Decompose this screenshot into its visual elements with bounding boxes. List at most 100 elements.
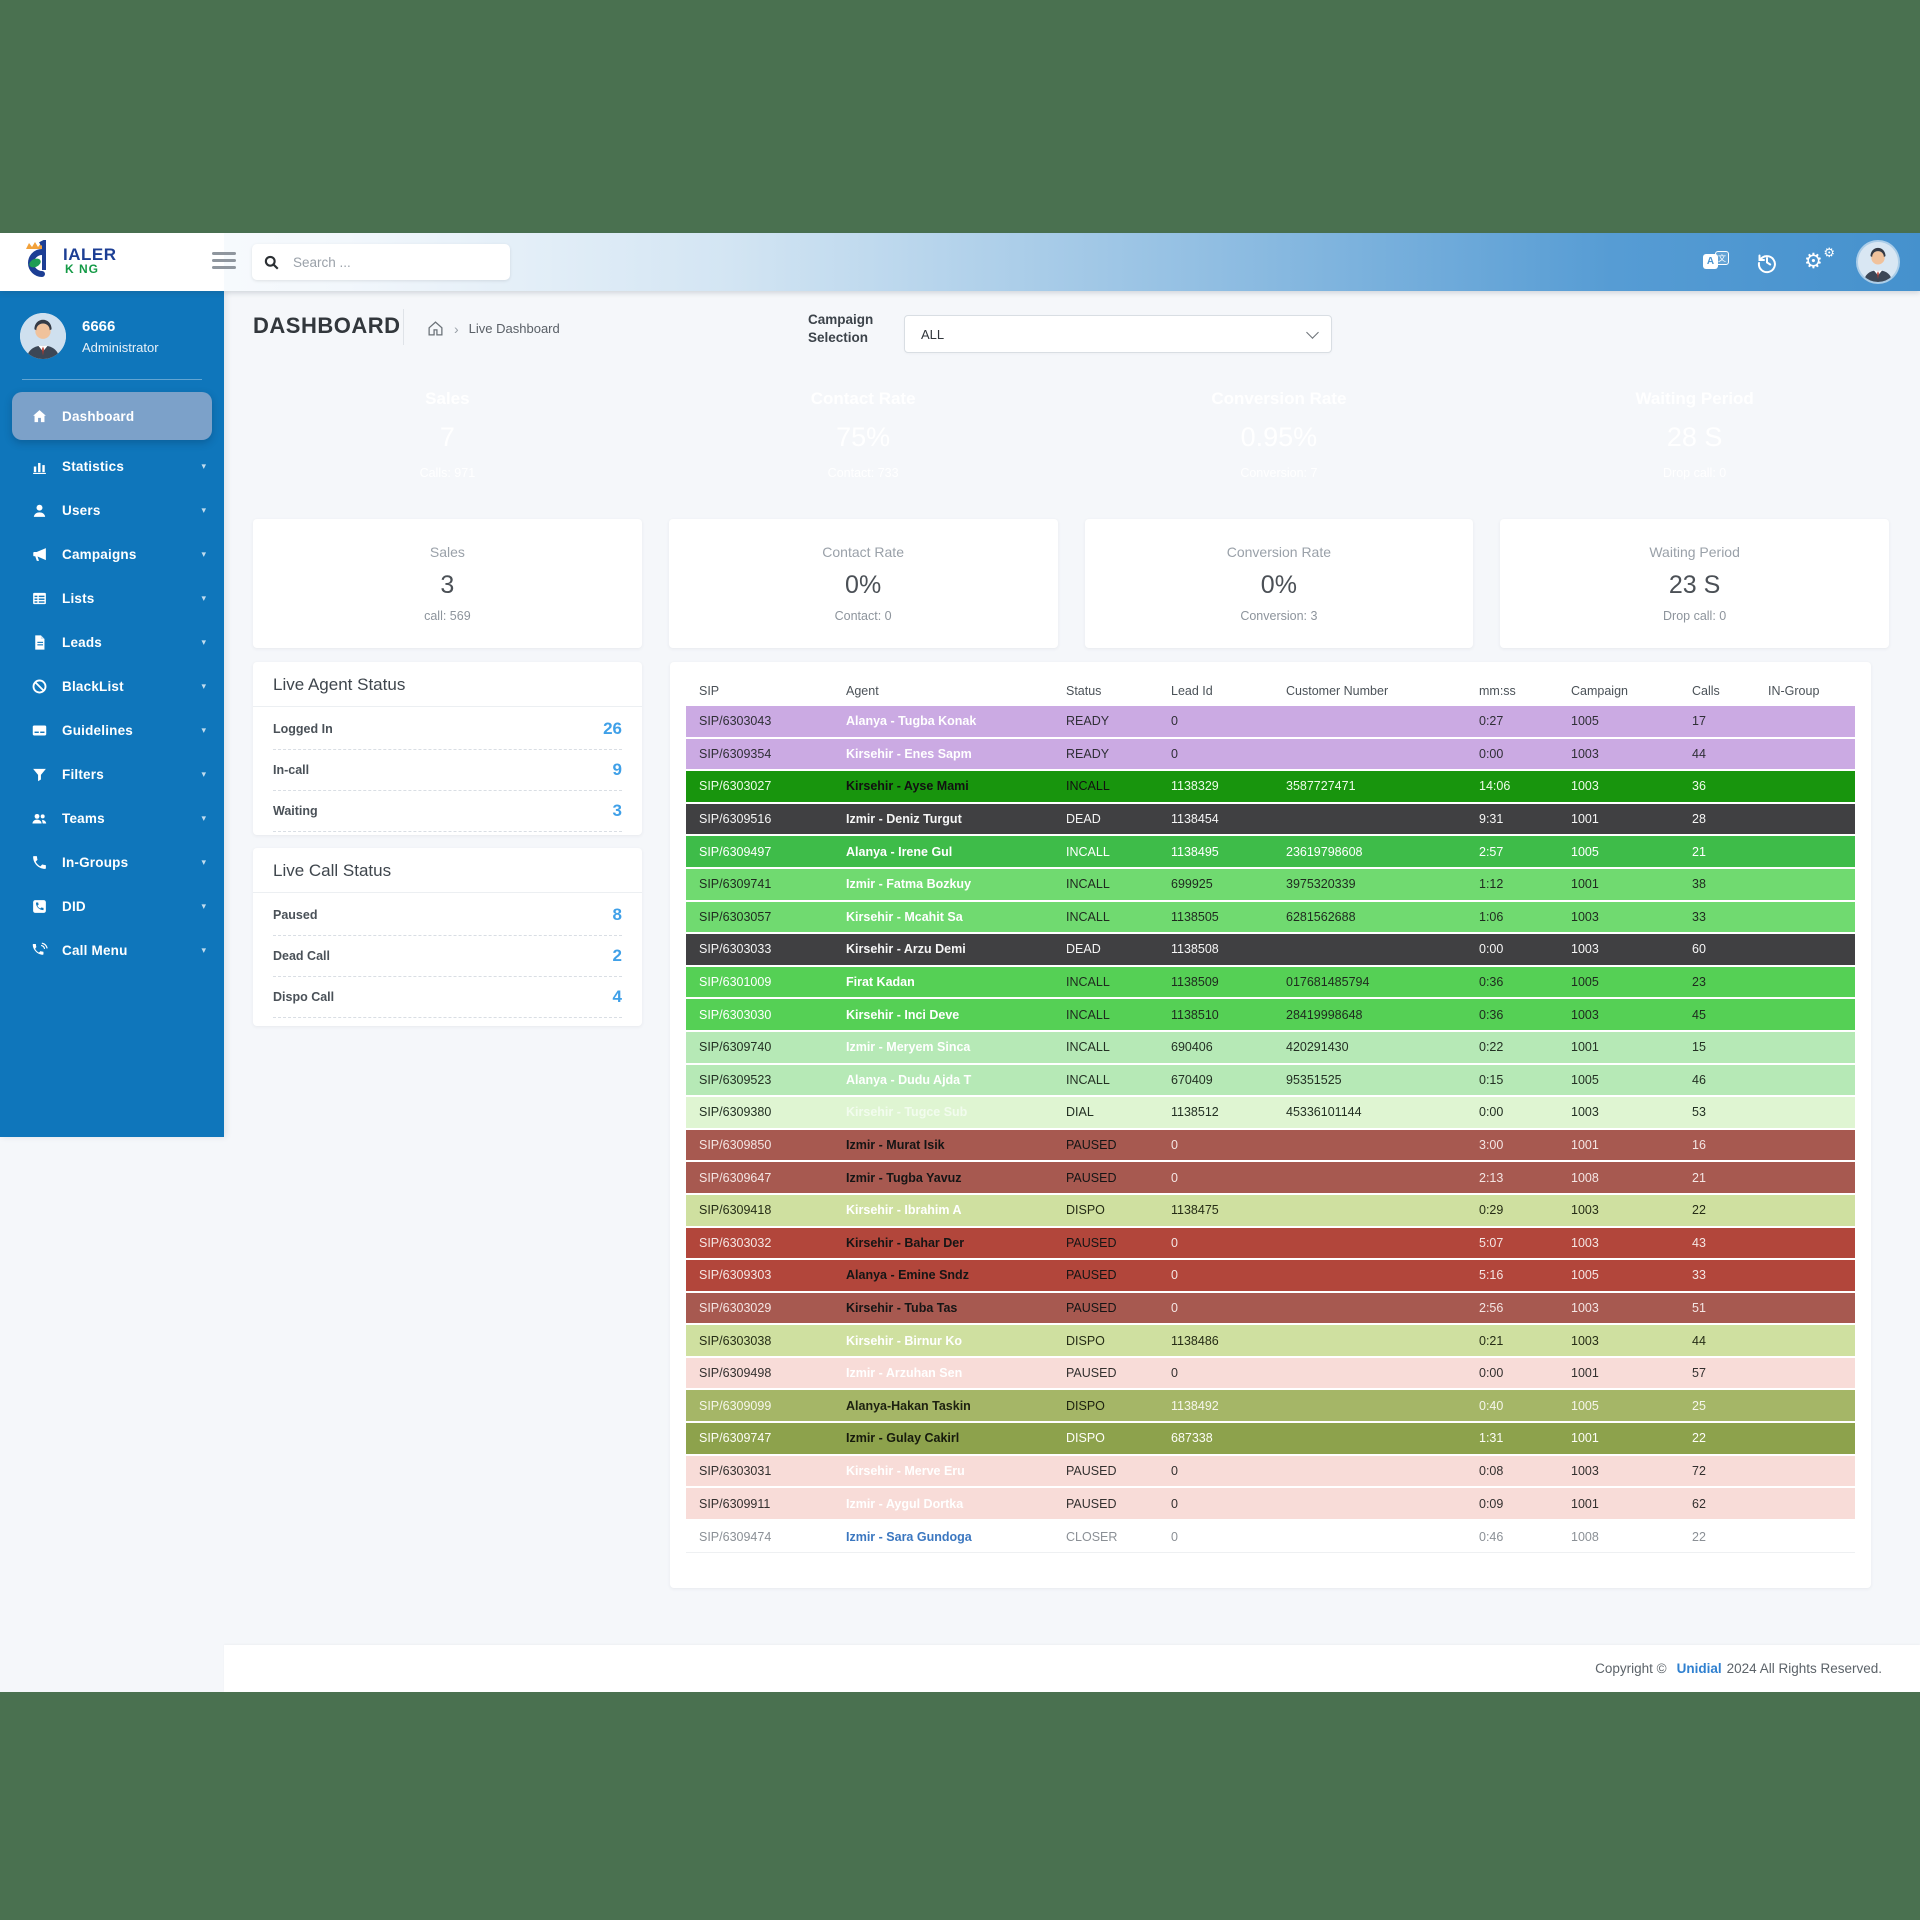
summary-cards-row: Sales 3 call: 569 Contact Rate 0% Contac… <box>253 519 1889 648</box>
sidebar-item-did[interactable]: DID ▾ <box>0 884 224 928</box>
cell-lead-id: 0 <box>1171 1235 1178 1250</box>
settings-gears-icon[interactable]: ⚙ ⚙ <box>1804 245 1835 273</box>
cell-sip: SIP/6309740 <box>699 1040 772 1055</box>
logo[interactable]: IALER K NG <box>0 233 224 291</box>
cell-lead-id: 1138475 <box>1171 1203 1219 1218</box>
cell-campaign: 1001 <box>1571 1496 1599 1511</box>
breadcrumb-current[interactable]: Live Dashboard <box>468 321 560 336</box>
logo-text-king: K NG <box>65 262 99 276</box>
sidebar-item-filters[interactable]: Filters ▾ <box>0 752 224 796</box>
cell-agent: Izmir - Deniz Turgut <box>846 812 962 827</box>
cell-calls: 62 <box>1692 1496 1706 1511</box>
sidebar-item-label: Statistics <box>62 458 125 474</box>
cell-calls: 21 <box>1692 844 1706 859</box>
cell-lead-id: 0 <box>1171 1463 1178 1478</box>
cell-agent[interactable]: Izmir - Sara Gundoga <box>846 1529 972 1544</box>
search-input[interactable] <box>293 254 498 270</box>
cell-agent: Izmir - Meryem Sinca <box>846 1040 971 1055</box>
footer-rights: 2024 All Rights Reserved. <box>1726 1661 1882 1676</box>
cell-agent: Firat Kadan <box>846 975 915 990</box>
phone-square-icon <box>30 897 48 915</box>
topbar: IALER K NG 文 A <box>0 233 1920 291</box>
sidebar-item-users[interactable]: Users ▾ <box>0 488 224 532</box>
cell-agent: Alanya - Tugba Konak <box>846 714 977 729</box>
agent-status-row: Logged In 26 <box>273 709 622 750</box>
cell-sip: SIP/6309497 <box>699 844 772 859</box>
cell-calls: 44 <box>1692 746 1706 761</box>
cell-status: DISPO <box>1066 1398 1105 1413</box>
cell-campaign: 1001 <box>1571 1431 1599 1446</box>
cell-mmss: 0:00 <box>1479 1105 1504 1120</box>
chevron-down-icon: ▾ <box>201 636 206 647</box>
cell-lead-id: 0 <box>1171 714 1178 729</box>
cell-mmss: 14:06 <box>1479 779 1511 794</box>
sidebar-item-guidelines[interactable]: Guidelines ▾ <box>0 708 224 752</box>
table-row: SIP/6309099 Alanya-Hakan Taskin DISPO 11384… <box>686 1390 1855 1424</box>
history-icon[interactable] <box>1754 249 1780 275</box>
table-row: SIP/6303057 Kirsehir - Mcahit Sa INCALL 113… <box>686 901 1855 935</box>
live-agent-status-panel: Live Agent Status Logged In 26 In-call 9… <box>253 662 642 835</box>
cell-mmss: 5:16 <box>1479 1268 1504 1283</box>
cell-calls: 25 <box>1692 1398 1706 1413</box>
app-window: IALER K NG 文 A <box>0 233 1920 1692</box>
sidebar-item-label: Users <box>62 502 101 518</box>
sidebar-item-teams[interactable]: Teams ▾ <box>0 796 224 840</box>
cell-campaign: 1003 <box>1571 1105 1599 1120</box>
chevron-down-icon: ▾ <box>201 768 206 779</box>
table-row: SIP/6309418 Kirsehir - Ibrahim A DISPO 1138… <box>686 1194 1855 1228</box>
cell-lead-id: 1138492 <box>1171 1398 1219 1413</box>
cell-campaign: 1005 <box>1571 1268 1599 1283</box>
sidebar-item-blacklist[interactable]: BlackList ▾ <box>0 664 224 708</box>
cell-campaign: 1001 <box>1571 812 1599 827</box>
cell-agent: Alanya - Dudu Ajda T <box>846 1072 972 1087</box>
cell-status: PAUSED <box>1066 1300 1117 1315</box>
cell-customer-number: 017681485794 <box>1286 975 1370 990</box>
campaign-select[interactable]: ALL <box>904 315 1332 353</box>
cell-lead-id: 0 <box>1171 1170 1178 1185</box>
chevron-down-icon: ▾ <box>201 812 206 823</box>
cell-sip: SIP/6309380 <box>699 1105 772 1120</box>
cell-status: INCALL <box>1066 1040 1110 1055</box>
panel-title: Live Call Status <box>253 848 642 893</box>
cell-calls: 51 <box>1692 1300 1706 1315</box>
cell-mmss: 3:00 <box>1479 1138 1504 1153</box>
user-avatar[interactable] <box>1858 242 1898 282</box>
sidebar-item-lists[interactable]: Lists ▾ <box>0 576 224 620</box>
footer-brand-link[interactable]: Unidial <box>1676 1661 1722 1676</box>
cell-agent: Izmir - Fatma Bozkuy <box>846 877 972 892</box>
sidebar-item-label: Dashboard <box>62 408 135 424</box>
sidebar-item-campaigns[interactable]: Campaigns ▾ <box>0 532 224 576</box>
sidebar-user[interactable]: 6666 Administrator <box>0 291 224 373</box>
table-row: SIP/6309303 Alanya - Emine Sndz PAUSED 0 5:1… <box>686 1260 1855 1293</box>
sidebar-item-label: BlackList <box>62 678 124 694</box>
sidebar-menu: Dashboard Statistics ▾ Users ▾ Campaigns ▾ List… <box>0 392 224 972</box>
file-icon <box>30 633 48 651</box>
sidebar-item-statistics[interactable]: Statistics ▾ <box>0 444 224 488</box>
cell-mmss: 1:12 <box>1479 877 1504 892</box>
user-id: 6666 <box>82 317 116 335</box>
cell-status: CLOSER <box>1066 1529 1118 1544</box>
sidebar-item-label: In-Groups <box>62 854 129 870</box>
cell-campaign: 1003 <box>1571 1007 1599 1022</box>
cell-calls: 57 <box>1692 1366 1706 1381</box>
home-icon[interactable] <box>427 320 444 337</box>
cell-lead-id: 690406 <box>1171 1040 1213 1055</box>
cell-status: INCALL <box>1066 779 1110 794</box>
cell-campaign: 1008 <box>1571 1170 1599 1185</box>
cell-sip: SIP/6303029 <box>699 1300 772 1315</box>
sidebar-item-dashboard[interactable]: Dashboard <box>12 392 212 440</box>
cell-mmss: 0:09 <box>1479 1496 1504 1511</box>
sidebar-item-leads[interactable]: Leads ▾ <box>0 620 224 664</box>
cell-agent: Kirsehir - Inci Deve <box>846 1007 960 1022</box>
table-list-icon <box>30 589 48 607</box>
translate-icon[interactable]: 文 A <box>1703 249 1729 275</box>
page-title: DASHBOARD <box>253 313 401 338</box>
cell-agent: Kirsehir - Ayse Mami <box>846 779 969 794</box>
sidebar-item-call-menu[interactable]: Call Menu ▾ <box>0 928 224 972</box>
cell-sip: SIP/6303033 <box>699 942 772 957</box>
cell-campaign: 1005 <box>1571 975 1599 990</box>
sidebar-item-in-groups[interactable]: In-Groups ▾ <box>0 840 224 884</box>
menu-toggle-icon[interactable] <box>212 252 236 272</box>
cell-lead-id: 0 <box>1171 1268 1178 1283</box>
cell-sip: SIP/6309099 <box>699 1398 772 1413</box>
